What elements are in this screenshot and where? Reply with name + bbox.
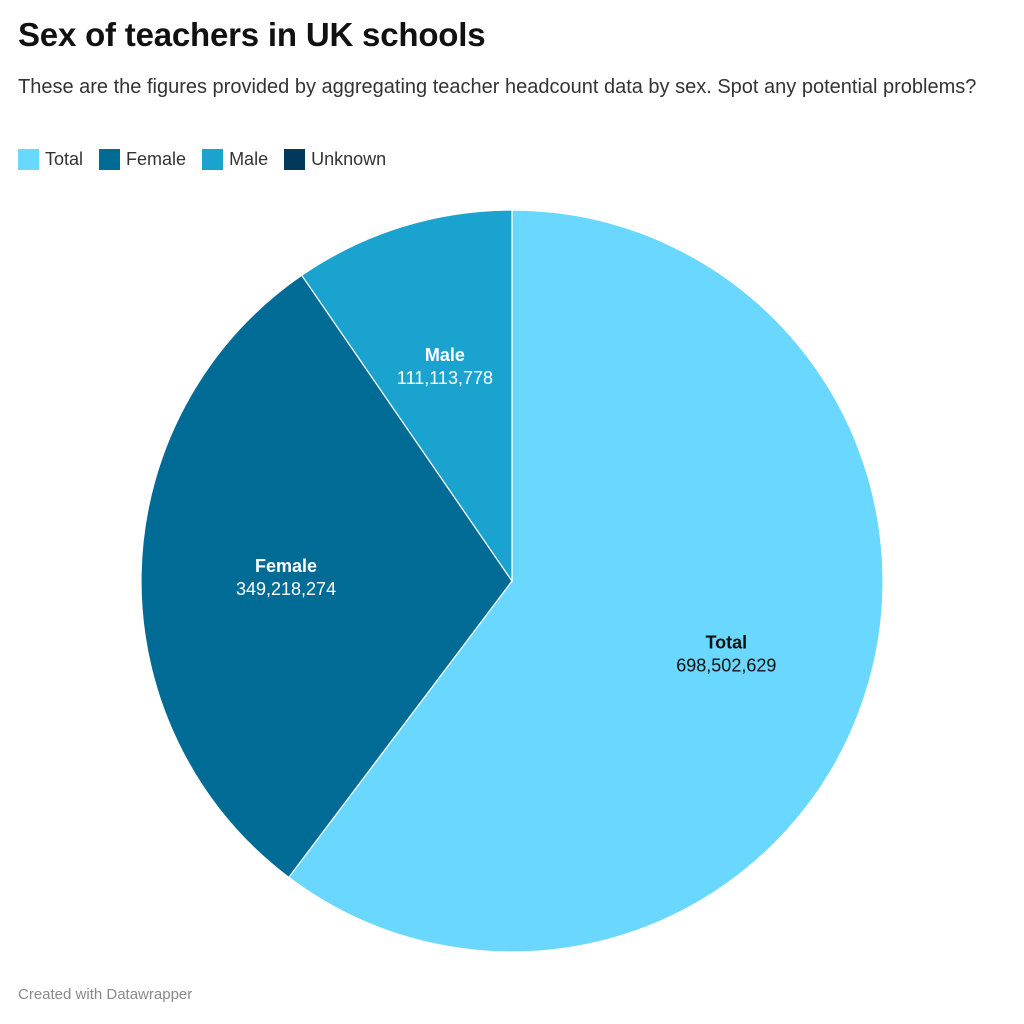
legend-swatch-total (18, 149, 39, 170)
footer-credit: Created with Datawrapper (18, 986, 193, 1003)
slice-value-male: 111,113,778 (397, 368, 493, 388)
legend-swatch-unknown (284, 149, 306, 170)
pie-labels: Total 698,502,629 Female 349,218,274 Male 111… (236, 345, 776, 676)
legend-label-male: Male (229, 149, 269, 169)
pie-slice-total (287, 209, 884, 953)
pie-slices (140, 209, 884, 953)
legend-label-total: Total (45, 149, 84, 169)
legend-item-unknown: Unknown (284, 149, 386, 170)
slice-value-total: 698,502,629 (676, 656, 776, 676)
legend-item-female: Female (99, 149, 186, 170)
slice-label-male: Male (425, 345, 465, 365)
slice-label-total: Total (705, 633, 747, 653)
legend-swatch-female (99, 149, 121, 170)
slice-value-female: 349,218,274 (236, 579, 336, 599)
legend-label-unknown: Unknown (311, 149, 387, 169)
legend-item-male: Male (202, 149, 268, 170)
legend-label-female: Female (126, 149, 187, 169)
chart-title: Sex of teachers in UK schools (18, 16, 486, 53)
pie-slice-male (300, 209, 513, 583)
chart-subtitle: These are the figures provided by aggreg… (18, 76, 977, 98)
legend: Total Female Male Unknown (18, 149, 386, 170)
legend-swatch-male (202, 149, 224, 170)
slice-label-female: Female (255, 556, 317, 576)
legend-item-total: Total (18, 149, 83, 170)
pie-slice-female (140, 274, 513, 879)
